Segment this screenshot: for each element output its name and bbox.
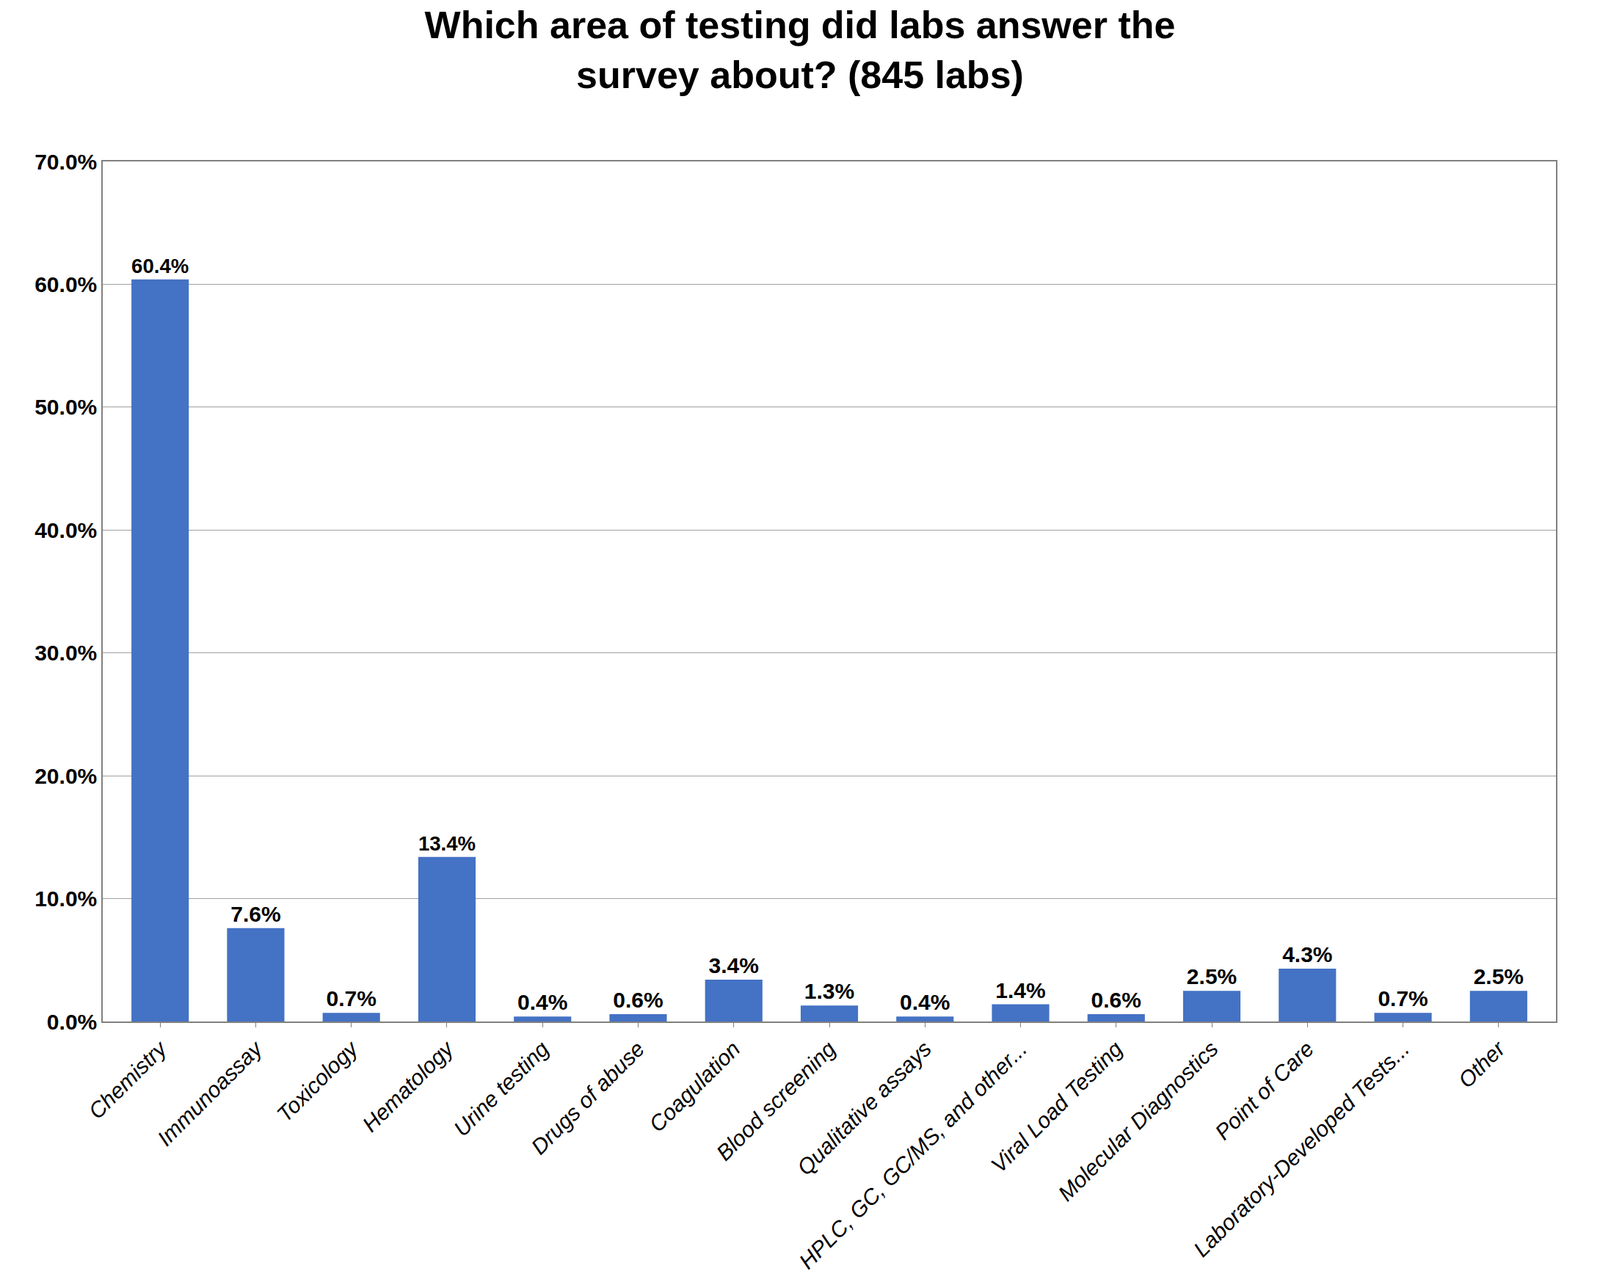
svg-text:Immunoassay: Immunoassay (152, 1035, 268, 1151)
svg-text:60.0%: 60.0% (34, 272, 97, 297)
svg-text:1.3%: 1.3% (804, 979, 855, 1004)
svg-text:13.4%: 13.4% (418, 832, 476, 856)
svg-text:0.7%: 0.7% (1377, 986, 1428, 1011)
svg-text:Qualitative assays: Qualitative assays (792, 1036, 936, 1180)
svg-text:1.4%: 1.4% (995, 978, 1046, 1003)
svg-text:HPLC, GC, GC/MS, and other...: HPLC, GC, GC/MS, and other... (794, 1036, 1032, 1274)
svg-text:0.4%: 0.4% (899, 990, 950, 1015)
svg-text:30.0%: 30.0% (34, 640, 97, 665)
svg-text:70.0%: 70.0% (34, 149, 97, 174)
svg-text:0.6%: 0.6% (612, 987, 663, 1013)
svg-text:Drugs of abuse: Drugs of abuse (526, 1036, 649, 1159)
svg-text:7.6%: 7.6% (230, 902, 281, 927)
svg-text:0.4%: 0.4% (517, 990, 568, 1015)
svg-text:0.6%: 0.6% (1091, 987, 1142, 1013)
svg-text:Laboratory-Developed Tests...: Laboratory-Developed Tests... (1188, 1036, 1415, 1262)
svg-text:Chemistry: Chemistry (83, 1035, 172, 1124)
svg-text:10.0%: 10.0% (34, 886, 97, 911)
svg-text:0.0%: 0.0% (46, 1009, 97, 1035)
svg-text:Urine testing: Urine testing (449, 1036, 555, 1142)
svg-text:4.3%: 4.3% (1282, 942, 1333, 967)
svg-text:60.4%: 60.4% (131, 254, 189, 278)
svg-text:2.5%: 2.5% (1473, 964, 1524, 989)
svg-text:40.0%: 40.0% (34, 518, 97, 543)
svg-text:Coagulation: Coagulation (644, 1036, 745, 1137)
svg-text:Hematology: Hematology (357, 1035, 459, 1137)
svg-text:Which area of testing did labs: Which area of testing did labs answer th… (424, 3, 1176, 97)
svg-text:Blood screening: Blood screening (711, 1036, 841, 1166)
svg-text:2.5%: 2.5% (1186, 964, 1237, 989)
svg-text:20.0%: 20.0% (34, 764, 97, 789)
svg-text:Other: Other (1453, 1036, 1510, 1093)
svg-text:0.7%: 0.7% (325, 986, 376, 1011)
svg-text:Viral Load Testing: Viral Load Testing (986, 1036, 1128, 1178)
svg-text:Molecular Diagnostics: Molecular Diagnostics (1053, 1036, 1223, 1206)
svg-text:3.4%: 3.4% (708, 953, 759, 978)
svg-text:Point of Care: Point of Care (1210, 1036, 1319, 1145)
svg-text:Toxicology: Toxicology (272, 1035, 364, 1127)
svg-text:50.0%: 50.0% (34, 394, 97, 420)
